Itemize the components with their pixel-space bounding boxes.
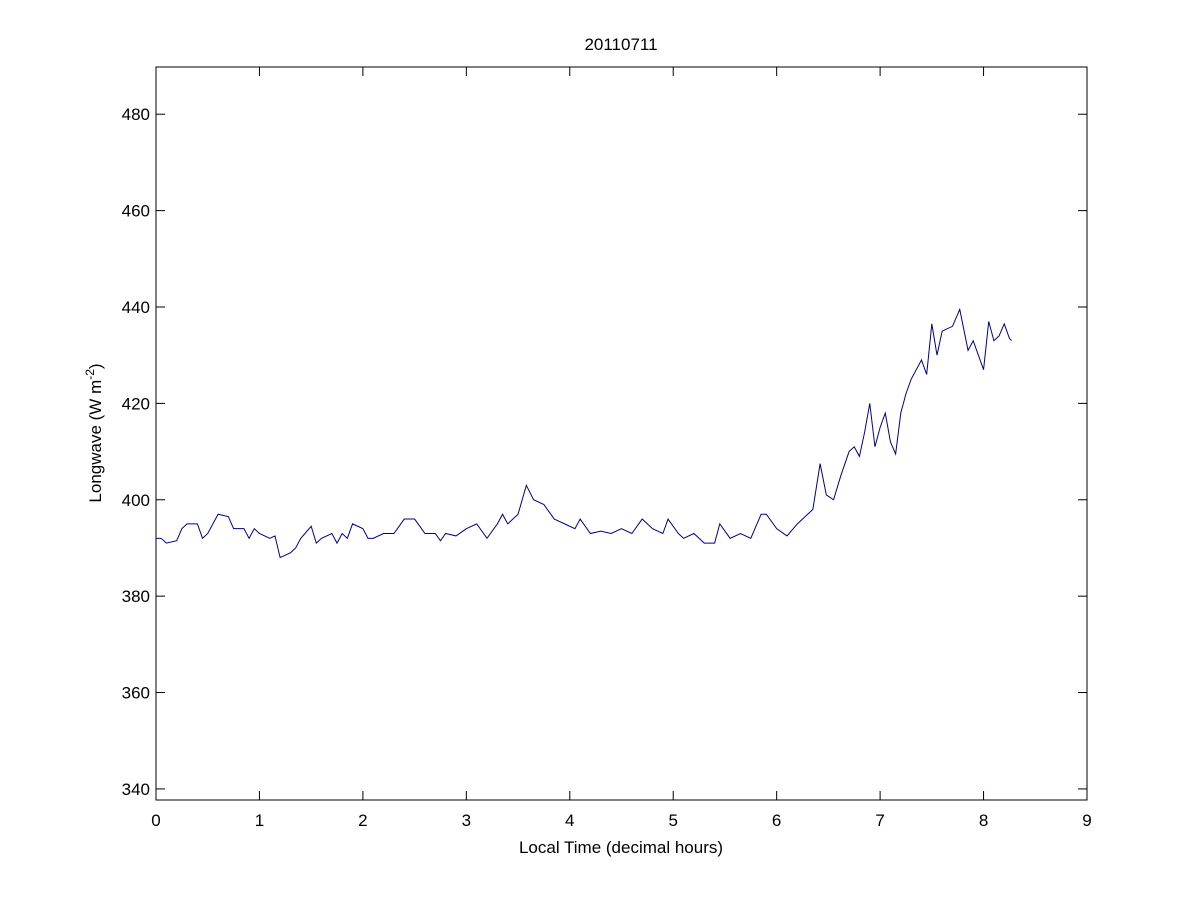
y-axis-label-sup: -2 — [83, 369, 97, 380]
x-tick-label: 7 — [875, 811, 884, 830]
x-tick-label: 2 — [358, 811, 367, 830]
y-tick-label: 440 — [122, 298, 150, 317]
y-axis-label: Longwave (W m-2) — [83, 363, 105, 502]
y-tick-label: 340 — [122, 780, 150, 799]
y-axis-label-end: ) — [86, 363, 105, 369]
x-tick-label: 9 — [1082, 811, 1091, 830]
x-tick-label: 0 — [151, 811, 160, 830]
y-tick-label: 480 — [122, 105, 150, 124]
x-axis-label: Local Time (decimal hours) — [519, 838, 723, 857]
x-tick-label: 5 — [668, 811, 677, 830]
y-tick-label: 380 — [122, 587, 150, 606]
y-axis-label-main: Longwave (W m — [86, 380, 105, 503]
y-tick-label: 420 — [122, 394, 150, 413]
x-tick-label: 8 — [979, 811, 988, 830]
chart-title: 20110711 — [584, 35, 657, 54]
x-tick-label: 4 — [565, 811, 574, 830]
axes-box — [155, 66, 1088, 801]
y-tick-label: 360 — [122, 684, 150, 703]
x-tick-label: 1 — [255, 811, 264, 830]
y-tick-label: 400 — [122, 491, 150, 510]
x-tick-label: 3 — [462, 811, 471, 830]
data-line — [156, 307, 1012, 559]
x-tick-label: 6 — [772, 811, 781, 830]
y-tick-label: 460 — [122, 202, 150, 221]
